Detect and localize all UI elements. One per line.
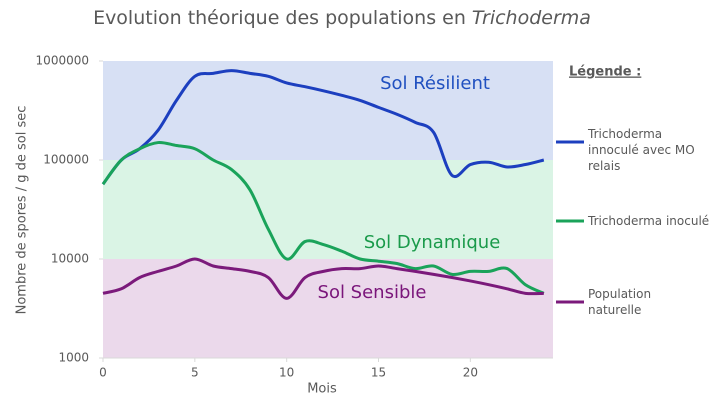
legend-title: Légende : [569,65,641,80]
y-axis-label: Nombre de spores / g de sol sec [15,106,30,315]
zone-label: Sol Dynamique [364,232,501,253]
series-line [101,69,545,186]
legend-line: Trichoderma inoculé [587,214,709,228]
zone-label: Sol Résilient [380,73,490,94]
zone-band [103,61,553,160]
title-main: Evolution théorique des populations en [93,7,466,29]
x-tick-label: 15 [371,366,386,380]
title-emphasis: Trichoderma [472,7,591,29]
legend-line: naturelle [588,303,641,317]
zone-label: Sol Sensible [318,282,427,303]
series-line [101,141,545,295]
series-line [102,257,544,300]
y-tick-label: 100000 [43,153,89,167]
y-tick-label: 1000 [58,351,89,365]
legend-line: innoculé avec MO [588,143,698,157]
zone-band [103,160,553,259]
x-tick-label: 20 [463,366,478,380]
y-tick-label: 10000 [51,252,89,266]
chart-title: Evolution théorique des populations en Tr… [93,7,591,29]
legend-label: Population naturelle [588,287,655,317]
legend-label: Trichoderma inoculé [587,214,709,228]
x-axis-label: Mois [307,382,337,397]
legend-line: Population [588,287,655,301]
legend-line: relais [588,159,620,173]
x-tick-label: 10 [279,366,294,380]
legend-line: Trichoderma [587,127,666,141]
x-tick-label: 0 [99,366,107,380]
legend-label: Trichoderma innoculé avec MO relais [587,127,698,173]
x-tick-label: 5 [191,366,199,380]
y-tick-label: 1000000 [36,54,89,68]
zone-band [103,259,553,358]
